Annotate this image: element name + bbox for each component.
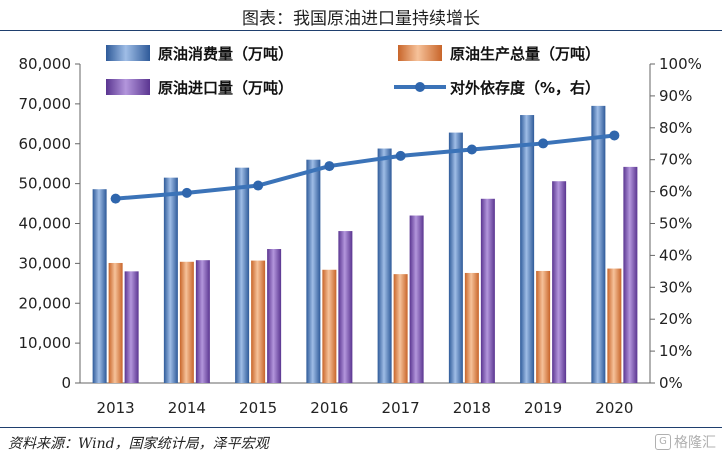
- y-right-tick-label: 90%: [659, 87, 692, 105]
- title-divider: [0, 30, 722, 31]
- dependency-point: [181, 187, 192, 198]
- bar-1: [377, 148, 392, 383]
- bar-1: [448, 132, 463, 383]
- watermark-text: 格隆汇: [674, 435, 716, 451]
- y-right-tick-label: 20%: [659, 310, 692, 328]
- y-left-tick-label: 60,000: [19, 135, 72, 153]
- y-left-tick-label: 40,000: [19, 215, 72, 233]
- x-tick-label: 2015: [239, 399, 277, 417]
- legend-label: 对外依存度（%，右）: [450, 79, 600, 97]
- y-right-tick-label: 60%: [659, 183, 692, 201]
- dependency-point: [466, 144, 477, 155]
- dependency-point: [253, 180, 264, 191]
- x-tick-label: 2014: [168, 399, 206, 417]
- y-right-tick-label: 50%: [659, 215, 692, 233]
- y-right-tick-label: 30%: [659, 278, 692, 296]
- dependency-point: [538, 138, 549, 149]
- dependency-point: [324, 161, 335, 172]
- dependency-point: [110, 193, 121, 204]
- x-tick-label: 2019: [524, 399, 562, 417]
- dependency-point: [395, 150, 406, 161]
- y-right-tick-label: 100%: [659, 55, 702, 73]
- bar-2: [251, 260, 266, 383]
- legend-label: 原油生产总量（万吨）: [450, 45, 600, 63]
- bar-1: [306, 159, 321, 383]
- bar-3: [480, 198, 495, 383]
- y-right-tick-label: 70%: [659, 151, 692, 169]
- y-left-tick-label: 80,000: [19, 55, 72, 73]
- watermark-logo-icon: G: [655, 434, 671, 450]
- y-left-tick-label: 70,000: [19, 95, 72, 113]
- bar-3: [124, 271, 139, 383]
- bar-3: [409, 215, 424, 383]
- x-tick-label: 2020: [595, 399, 633, 417]
- y-left-tick-label: 10,000: [19, 334, 72, 352]
- bar-1: [591, 105, 606, 384]
- bar-2: [322, 269, 337, 383]
- y-left-tick-label: 50,000: [19, 175, 72, 193]
- bar-3: [552, 181, 567, 383]
- bar-2: [464, 272, 479, 383]
- watermark: G 格隆汇: [655, 432, 716, 452]
- bar-2: [607, 268, 622, 383]
- y-left-tick-label: 30,000: [19, 254, 72, 272]
- y-right-tick-label: 10%: [659, 342, 692, 360]
- y-right-tick-label: 40%: [659, 246, 692, 264]
- legend-swatch: [106, 79, 150, 95]
- chart-title: 图表：我国原油进口量持续增长: [242, 9, 480, 29]
- bar-3: [623, 166, 638, 383]
- x-tick-label: 2016: [310, 399, 348, 417]
- legend-swatch: [398, 45, 442, 61]
- y-left-tick-label: 20,000: [19, 294, 72, 312]
- dependency-line: [115, 133, 615, 201]
- x-tick-label: 2018: [453, 399, 491, 417]
- bar-3: [267, 249, 282, 383]
- x-tick-label: 2017: [382, 399, 420, 417]
- bar-2: [108, 262, 123, 383]
- chart: 0 10,000 20,000 30,000 40,000 50,000 60,000 70,…: [19, 45, 702, 417]
- bar-1: [235, 167, 250, 383]
- legend-label: 原油进口量（万吨）: [158, 79, 293, 97]
- bar-2: [393, 274, 408, 383]
- y-right-tick-label: 0%: [659, 374, 683, 392]
- legend-marker: [415, 82, 425, 92]
- source-note: 资料来源：Wind，国家统计局，泽平宏观: [8, 436, 269, 452]
- legend-label: 原油消费量（万吨）: [158, 45, 293, 63]
- bar-3: [195, 260, 210, 383]
- y-right-tick-label: 80%: [659, 119, 692, 137]
- bar-2: [536, 270, 551, 383]
- bar-2: [179, 261, 194, 383]
- x-tick-label: 2013: [97, 399, 135, 417]
- bar-3: [338, 231, 353, 383]
- y-left-tick-label: 0: [61, 374, 71, 392]
- legend-swatch: [106, 45, 150, 61]
- source-divider: [0, 427, 722, 428]
- bar-1: [92, 189, 107, 383]
- bar-1: [520, 115, 535, 383]
- bar-1: [163, 177, 178, 383]
- dependency-point: [609, 130, 620, 141]
